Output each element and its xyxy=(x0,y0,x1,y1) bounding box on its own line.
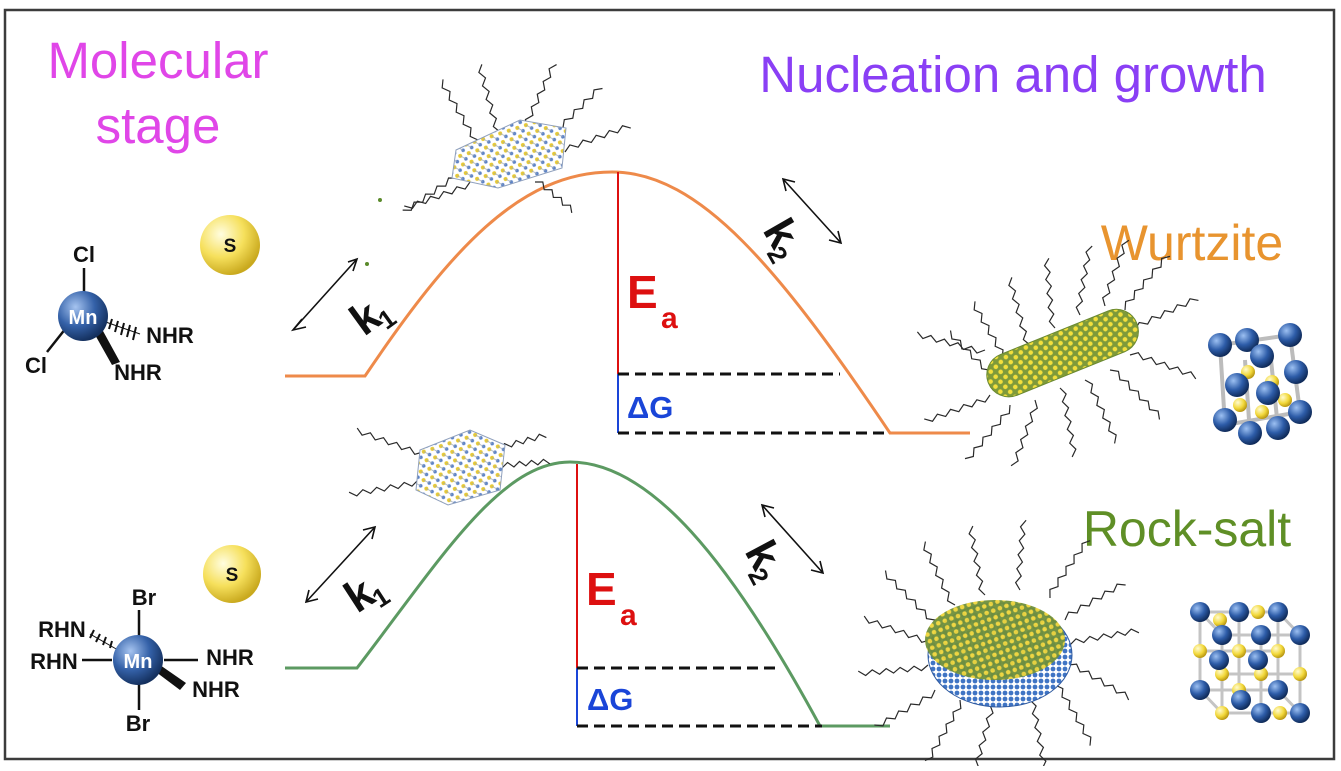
wedge-bond xyxy=(94,331,120,365)
nhr-bottom-label: NHR xyxy=(114,360,162,385)
molecular-stage-heading-line2: stage xyxy=(96,97,221,154)
br-top-label: Br xyxy=(132,585,157,610)
transition-cluster-top xyxy=(365,61,632,266)
nucleation-growth-heading: Nucleation and growth xyxy=(759,46,1267,103)
precursor-mnbr2: Mn Br Br RHN RHN NHR NHR S xyxy=(30,545,261,736)
wurtzite-label: Wurtzite xyxy=(1101,215,1283,271)
rhn-left-label: RHN xyxy=(30,649,78,674)
rhn-upper-label: RHN xyxy=(38,617,86,642)
svg-text:E: E xyxy=(627,266,658,318)
k2-arrow xyxy=(760,503,825,575)
k1-arrow xyxy=(290,257,359,332)
ea-label: E a xyxy=(627,266,678,335)
molecular-stage-heading: Molecular xyxy=(47,32,268,89)
rocksalt-energy-curve xyxy=(285,460,890,728)
wedge-bond xyxy=(156,665,186,690)
k1-arrow xyxy=(304,525,377,604)
sulfur-label: S xyxy=(224,236,237,257)
delta-g-label: ΔG xyxy=(587,682,633,717)
svg-text:a: a xyxy=(620,599,637,632)
ea-label: E a xyxy=(586,563,637,632)
sulfur-label: S xyxy=(226,565,239,586)
br-bottom-label: Br xyxy=(126,711,151,736)
wurtzite-unit-cell xyxy=(1208,323,1312,445)
hashed-bond xyxy=(89,629,119,651)
sulfur-atom xyxy=(200,215,260,275)
rocksalt-label: Rock-salt xyxy=(1083,501,1291,557)
wurtzite-nanorod xyxy=(915,237,1200,469)
nhr-right-label: NHR xyxy=(206,645,254,670)
svg-text:a: a xyxy=(661,302,678,335)
nhr-right-label: NHR xyxy=(146,323,194,348)
nhr-lower-label: NHR xyxy=(192,677,240,702)
rocksalt-unit-cell xyxy=(1190,602,1310,723)
transition-cluster-bottom xyxy=(348,427,551,506)
cl-top-label: Cl xyxy=(73,242,95,267)
outer-frame xyxy=(3,8,1336,761)
rocksalt-nanocrystal xyxy=(857,519,1140,771)
precursor-mncl2: Mn Cl Cl NHR NHR S xyxy=(25,215,260,385)
mn-atom xyxy=(113,635,163,685)
sulfur-atom xyxy=(203,545,261,603)
mn-label: Mn xyxy=(69,307,98,329)
wurtzite-energy-curve xyxy=(285,170,970,435)
cl-left-label: Cl xyxy=(25,353,47,378)
mn-atom xyxy=(58,291,108,341)
mn-label: Mn xyxy=(124,651,153,673)
k2-arrow xyxy=(781,177,843,245)
delta-g-label: ΔG xyxy=(627,390,673,425)
svg-text:E: E xyxy=(586,563,617,615)
